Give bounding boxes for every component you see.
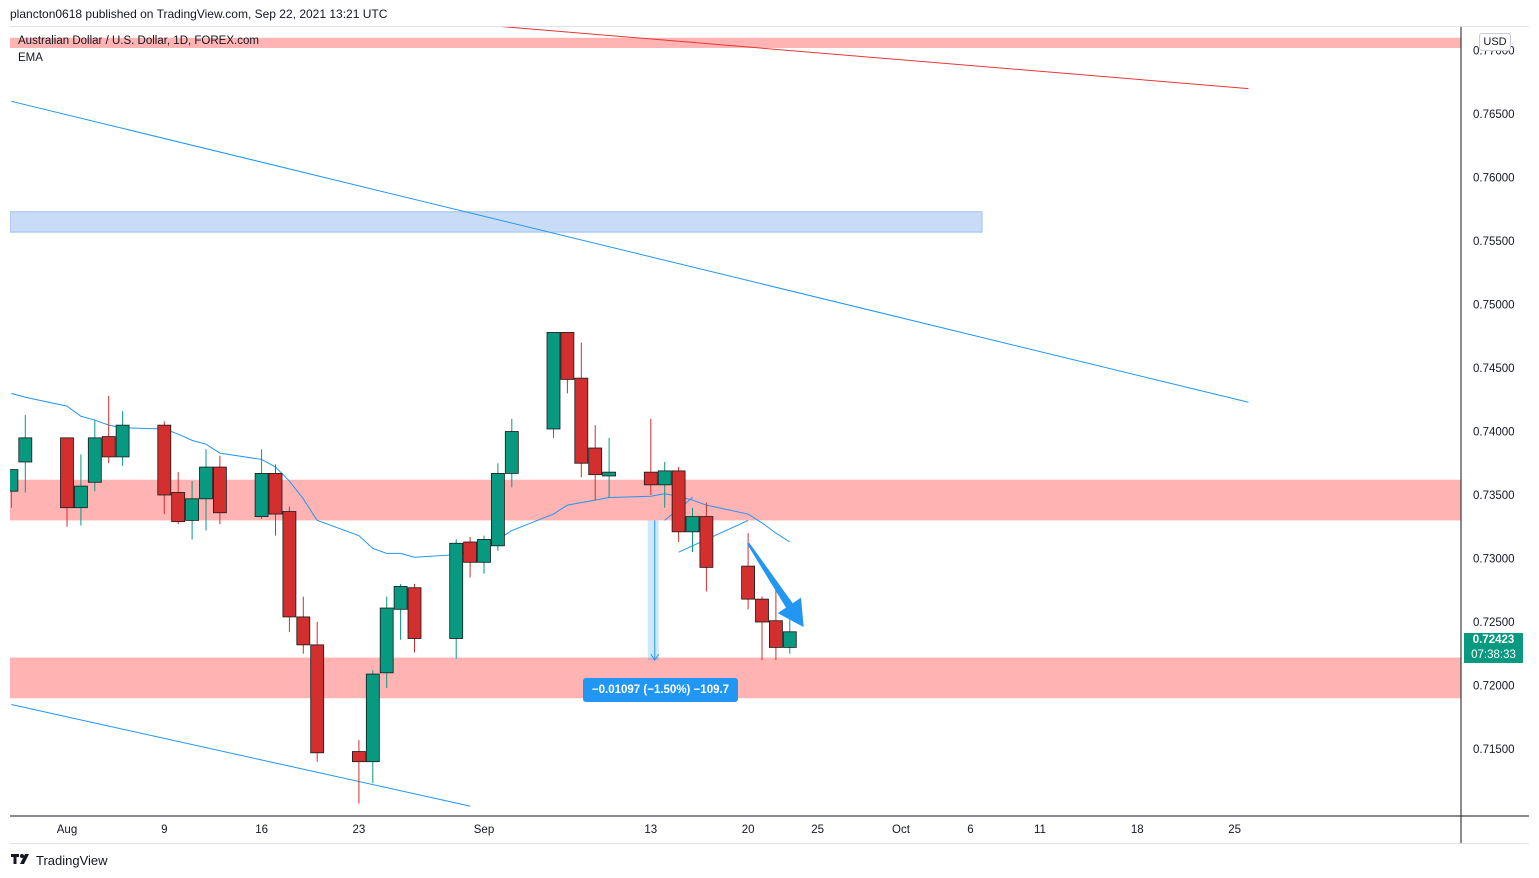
time-tick-label: 9	[161, 824, 167, 836]
time-tick-label: 6	[967, 824, 973, 836]
price-tick-label: 0.73500	[1473, 490, 1515, 502]
price-tick-label: 0.75500	[1473, 236, 1515, 248]
candle-body	[268, 473, 283, 515]
candle-body	[10, 469, 19, 492]
candle-body	[755, 598, 769, 623]
candle-body	[449, 542, 464, 639]
candle-body	[588, 447, 603, 476]
price-tick-label: 0.71500	[1473, 744, 1515, 756]
publish-caption: plancton0618 published on TradingView.co…	[10, 7, 388, 21]
trendline-1	[11, 100, 1249, 403]
candle-body	[87, 437, 102, 483]
price-tick-label: 0.73000	[1473, 554, 1515, 566]
candle-body	[282, 511, 297, 618]
price-tick-label: 0.74000	[1473, 427, 1515, 439]
candle-body	[254, 473, 269, 517]
symbol-title[interactable]: Australian Dollar / U.S. Dollar, 1D, FOR…	[18, 35, 259, 47]
price-tick-label: 0.72000	[1473, 681, 1515, 693]
candle-body	[643, 471, 658, 486]
time-tick-label: 16	[255, 824, 268, 836]
currency-button[interactable]: USD	[1479, 33, 1511, 51]
measure-label[interactable]: −0.01097 (−1.50%) −109.7	[583, 678, 738, 702]
candle-body	[393, 586, 408, 610]
price-chart[interactable]: 0.770000.765000.760000.755000.750000.745…	[10, 27, 1529, 843]
ema-indicator-label[interactable]: EMA	[18, 52, 43, 64]
price-tick-label: 0.76000	[1473, 173, 1515, 185]
candle-body	[477, 539, 491, 563]
candle-body	[115, 424, 130, 458]
time-tick-label: 11	[1034, 824, 1046, 836]
candle-body	[741, 565, 755, 600]
price-tick-label: 0.74500	[1473, 363, 1515, 375]
candle-body	[365, 673, 380, 763]
candle-body	[171, 492, 186, 523]
last-price: 0.72423	[1472, 634, 1515, 646]
candle-body	[379, 607, 394, 674]
time-tick-label: Oct	[892, 824, 911, 836]
price-tick-label: 0.76500	[1473, 109, 1515, 121]
candle-body	[560, 332, 575, 380]
candle-body	[490, 473, 505, 547]
candle-body	[101, 436, 116, 458]
pivot-zone	[10, 479, 1461, 521]
resistance-zone	[10, 37, 1461, 48]
measure-arrow-head	[650, 653, 660, 662]
last-price-tag: 0.72423 07:38:33	[1464, 633, 1523, 663]
candle-body	[296, 616, 311, 646]
candle-body	[407, 587, 422, 639]
tradingview-logo-icon	[10, 852, 32, 869]
candle-body	[18, 437, 33, 463]
time-tick-label: Aug	[57, 824, 77, 836]
time-tick-label: 23	[353, 824, 366, 836]
price-tick-label: 0.75000	[1473, 300, 1515, 312]
trendline-0	[500, 27, 1249, 90]
trendline-3	[678, 519, 749, 553]
time-tick-label: 25	[811, 824, 824, 836]
candle-body	[504, 431, 519, 474]
time-tick-label: 20	[742, 824, 755, 836]
projection-arrow	[747, 542, 804, 628]
candle-body	[602, 471, 616, 477]
candle-body	[212, 466, 227, 514]
candle-body	[546, 332, 561, 430]
candle-body	[463, 541, 478, 563]
candle-body	[671, 470, 686, 533]
candle-body	[60, 437, 74, 509]
time-tick-label: 25	[1228, 824, 1241, 836]
time-tick-label: 18	[1131, 824, 1144, 836]
candle-body	[769, 620, 783, 648]
candle-body	[574, 377, 589, 464]
candle-body	[657, 470, 672, 486]
chart-pane[interactable]: 0.77000 0.76500 0.76000 0.75500 0.75000 0.745…	[10, 26, 1529, 844]
ema-line	[11, 392, 791, 558]
candle-body	[351, 751, 366, 763]
supply-zone	[10, 211, 983, 233]
candle-body	[185, 498, 200, 521]
time-tick-label: Sep	[474, 824, 494, 836]
price-tick-label: 0.72500	[1473, 617, 1515, 629]
tradingview-brand: TradingView	[36, 853, 108, 868]
bar-countdown: 07:38:33	[1471, 649, 1516, 661]
candle-body	[199, 466, 213, 500]
time-tick-label: 13	[644, 824, 657, 836]
candle-body	[157, 424, 172, 496]
tradingview-footer[interactable]: TradingView	[10, 852, 108, 869]
candle-body	[685, 516, 700, 533]
candle-body	[782, 631, 797, 648]
candle-body	[699, 516, 714, 568]
trendline-2	[11, 704, 471, 807]
candle-body	[310, 644, 325, 754]
candle-body	[74, 485, 88, 509]
measure-range	[647, 520, 659, 661]
